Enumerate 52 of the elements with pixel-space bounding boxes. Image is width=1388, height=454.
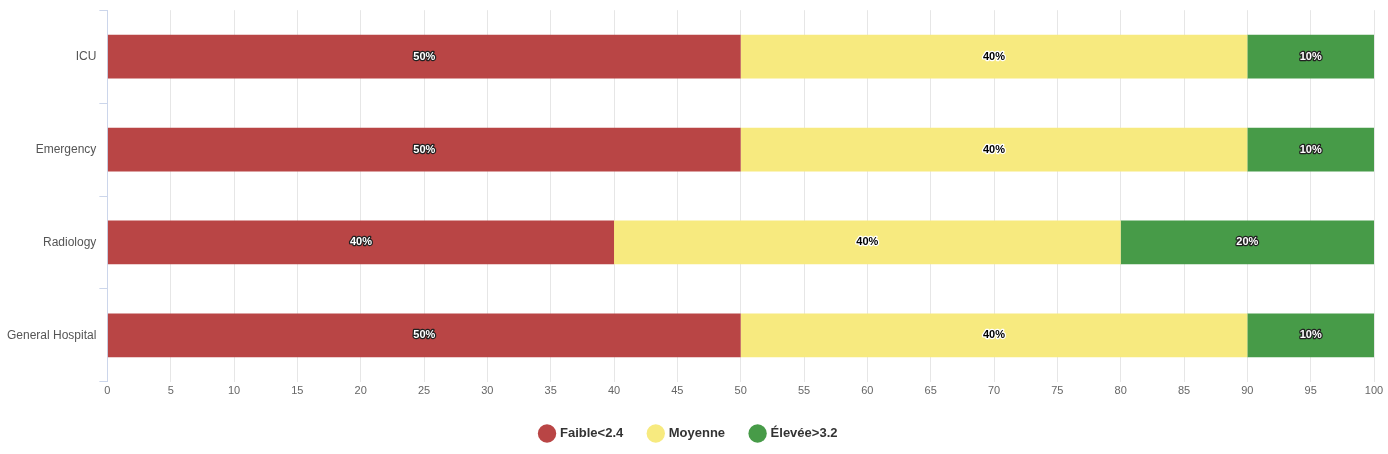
x-tick-label: 20 — [354, 384, 367, 397]
bar — [740, 127, 1248, 172]
x-tick-label: 40 — [607, 384, 621, 397]
data-label: 40% — [349, 235, 373, 248]
bar — [107, 127, 741, 172]
x-tick-label: 45 — [671, 384, 684, 397]
x-tick-label: 95 — [1304, 384, 1317, 397]
x-tick-label: 0 — [104, 384, 111, 397]
x-tick-label: 35 — [544, 384, 557, 397]
bar — [614, 220, 1121, 265]
x-tick-label: 60 — [861, 384, 874, 397]
data-label: 40% — [856, 235, 879, 248]
x-tick-label: 55 — [797, 384, 811, 397]
data-label: 10% — [1299, 49, 1322, 62]
y-tick-label: Emergency — [35, 141, 97, 156]
x-tick-label: 10 — [227, 384, 241, 397]
legend-label: Moyenne — [668, 425, 726, 441]
bar — [1247, 34, 1374, 79]
bar — [107, 313, 741, 358]
x-tick-label: 100 — [1364, 384, 1384, 397]
y-tick-label: General Hospital — [6, 327, 97, 342]
x-tick-label: 85 — [1177, 384, 1191, 397]
data-label: 20% — [1236, 235, 1259, 248]
y-tick-label: Radiology — [43, 234, 97, 249]
data-label: 10% — [1299, 328, 1322, 341]
data-label: 50% — [413, 328, 436, 341]
data-label: 50% — [413, 142, 436, 155]
data-label: 50% — [413, 49, 436, 62]
bar — [740, 34, 1248, 79]
data-label: 40% — [983, 49, 1006, 62]
y-tick-label: ICU — [75, 48, 97, 63]
bar — [1120, 220, 1374, 265]
x-tick-label: 5 — [167, 384, 174, 397]
data-label: 40% — [983, 142, 1006, 155]
data-label: 10% — [1299, 142, 1322, 155]
bar — [740, 313, 1248, 358]
legend-label: Élevée>3.2 — [770, 425, 838, 441]
legend-label: Faible<2.4 — [560, 425, 625, 441]
x-tick-label: 30 — [481, 384, 494, 397]
x-tick-label: 70 — [987, 384, 1001, 397]
x-tick-label: 90 — [1241, 384, 1254, 397]
x-tick-label: 65 — [924, 384, 937, 397]
bar — [107, 34, 741, 79]
bar — [1247, 127, 1374, 172]
x-tick-label: 75 — [1051, 384, 1064, 397]
x-tick-label: 15 — [291, 384, 304, 397]
bar — [1247, 313, 1374, 358]
data-label: 40% — [983, 328, 1006, 341]
x-tick-label: 80 — [1114, 384, 1127, 397]
x-tick-label: 50 — [734, 384, 747, 397]
x-tick-label: 25 — [417, 384, 431, 397]
bar — [107, 220, 615, 265]
